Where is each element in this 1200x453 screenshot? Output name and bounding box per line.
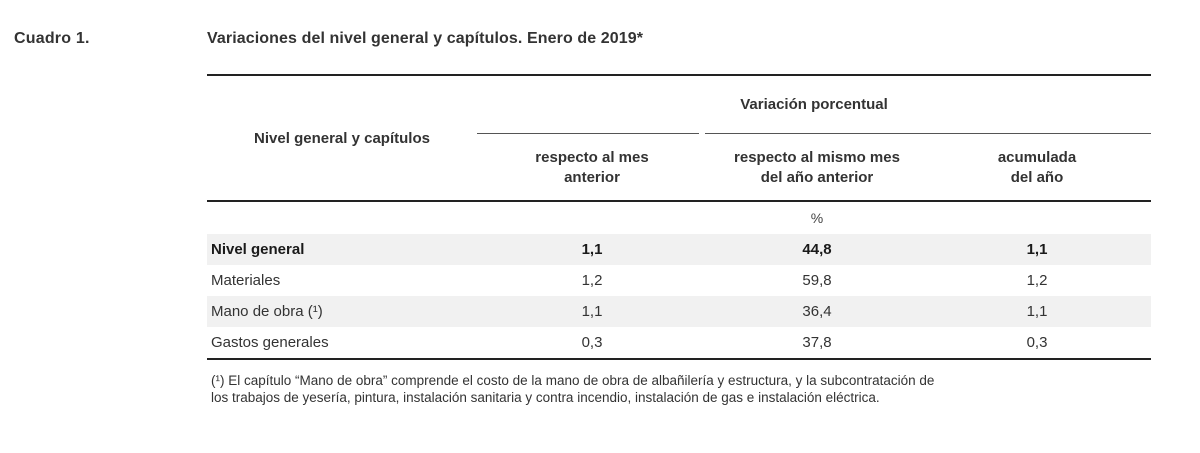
table-row: Gastos generales 0,3 37,8 0,3 — [207, 327, 1151, 358]
table-row: Mano de obra (¹) 1,1 36,4 1,1 — [207, 296, 1151, 327]
cell-value: 59,8 — [802, 272, 832, 289]
col-header-line: del año — [1010, 169, 1064, 186]
group-heading: Variación porcentual — [740, 96, 888, 113]
col-header-line: anterior — [564, 169, 620, 186]
table-row: Nivel general 1,1 44,8 1,1 — [207, 234, 1151, 265]
row-label: Nivel general — [211, 241, 305, 258]
cell-value: 0,3 — [1026, 334, 1048, 351]
row-label: Materiales — [211, 272, 281, 289]
col-header-mes-anterior: respecto al mes anterior — [507, 148, 677, 188]
table-row: Materiales 1,2 59,8 1,2 — [207, 265, 1151, 296]
cell-value: 1,1 — [1026, 241, 1048, 258]
col-header-line: respecto al mismo mes — [734, 149, 900, 166]
footnote: (¹) El capítulo “Mano de obra” comprende… — [211, 372, 1155, 406]
col-header-mismo-mes: respecto al mismo mes del año anterior — [707, 148, 927, 188]
cell-value: 36,4 — [802, 303, 832, 320]
footnote-marker: (¹) — [211, 373, 225, 388]
cell-value: 1,1 — [1026, 303, 1048, 320]
group-rule-left — [477, 133, 699, 134]
cell-value: 0,3 — [581, 334, 603, 351]
header-rule — [207, 200, 1151, 202]
unit-label: % — [810, 210, 824, 226]
row-heading: Nivel general y capítulos — [254, 130, 430, 147]
cuadro-label: Cuadro 1. — [14, 30, 90, 47]
footnote-line-1: (¹) El capítulo “Mano de obra” comprende… — [211, 372, 1155, 389]
group-rule-right — [705, 133, 1151, 134]
col-header-acumulada: acumulada del año — [967, 148, 1107, 188]
col-header-line: del año anterior — [760, 169, 874, 186]
footnote-text: El capítulo “Mano de obra” comprende el … — [228, 373, 935, 388]
footnote-line-2: los trabajos de yesería, pintura, instal… — [211, 390, 880, 405]
cell-value: 1,2 — [1026, 272, 1048, 289]
cell-value: 1,2 — [581, 272, 603, 289]
cell-value: 1,1 — [581, 303, 603, 320]
cell-value: 1,1 — [581, 241, 603, 258]
top-rule — [207, 74, 1151, 76]
col-header-line: acumulada — [997, 149, 1077, 166]
table-title: Variaciones del nivel general y capítulo… — [207, 30, 644, 47]
bottom-rule — [207, 358, 1151, 360]
cell-value: 37,8 — [802, 334, 832, 351]
cell-value: 44,8 — [802, 241, 832, 258]
row-label: Gastos generales — [211, 334, 329, 351]
row-label: Mano de obra (¹) — [211, 303, 323, 320]
col-header-line: respecto al mes — [535, 149, 649, 166]
